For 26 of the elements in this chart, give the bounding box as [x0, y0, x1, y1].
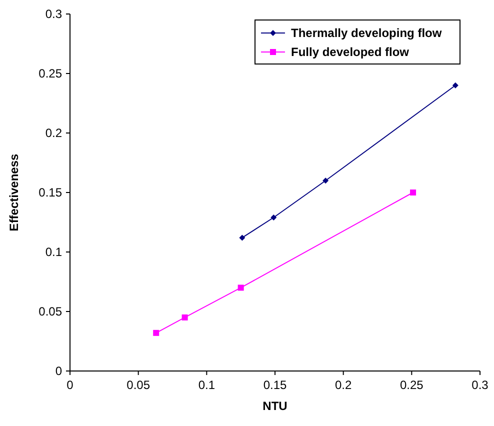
x-tick-label: 0.1 — [198, 378, 216, 392]
x-tick-label: 0.2 — [334, 378, 352, 392]
point — [239, 234, 246, 241]
y-tick-label: 0.2 — [45, 126, 62, 140]
x-tick-label: 0.15 — [263, 378, 287, 392]
point — [452, 82, 458, 88]
y-tick-label: 0.1 — [45, 245, 62, 259]
x-tick-label: 0.05 — [126, 378, 150, 392]
x-tick-label: 0.25 — [400, 378, 424, 392]
y-tick-label: 0 — [55, 364, 62, 378]
legend-label: Thermally developing flow — [291, 26, 442, 40]
y-tick-label: 0.05 — [38, 304, 62, 318]
point — [238, 284, 244, 291]
legend-label: Fully developed flow — [291, 45, 410, 59]
point — [270, 214, 277, 220]
y-tick-label: 0.15 — [38, 186, 62, 200]
y-tick-label: 0.25 — [38, 66, 62, 80]
x-axis-title: NTU — [262, 399, 288, 413]
y-tick-label: 0.3 — [45, 7, 62, 21]
point — [410, 190, 416, 196]
y-axis-title: Effectiveness — [7, 153, 21, 232]
point — [182, 314, 188, 320]
point — [322, 178, 329, 184]
point — [153, 330, 160, 336]
x-tick-label: 0.3 — [472, 378, 489, 392]
x-tick-label: 0 — [66, 378, 74, 392]
